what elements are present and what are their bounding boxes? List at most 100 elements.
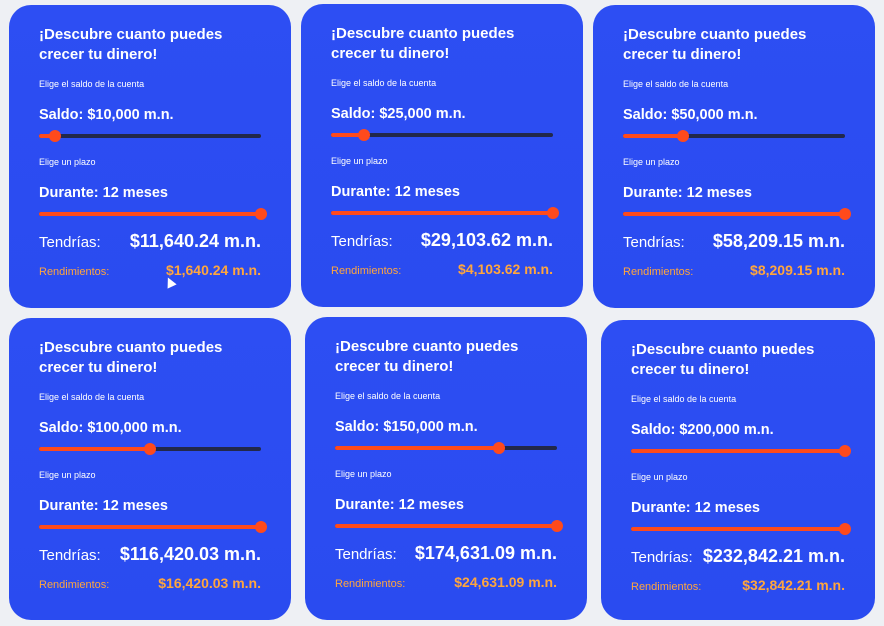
slider-fill <box>335 524 557 528</box>
term-slider[interactable] <box>39 520 267 534</box>
card-title: ¡Descubre cuanto puedes crecer tu dinero… <box>39 339 223 376</box>
balance-slider[interactable] <box>39 129 261 143</box>
card-title: ¡Descubre cuanto puedes crecer tu dinero… <box>39 26 223 63</box>
balance-slider[interactable] <box>39 442 261 456</box>
term-value: Durante: 12 meses <box>623 185 752 201</box>
yield-value: $4,103.62 m.n. <box>458 261 553 277</box>
yield-row: Rendimientos: $32,842.21 m.n. <box>631 577 845 593</box>
slider-thumb[interactable] <box>547 207 559 219</box>
result-value: $174,631.09 m.n. <box>414 543 557 563</box>
yield-row: Rendimientos: $1,640.24 m.n. <box>39 262 261 278</box>
calculator-card: ¡Descubre cuanto puedes crecer tu dinero… <box>301 4 583 307</box>
slider-thumb[interactable] <box>551 520 563 532</box>
slider-thumb[interactable] <box>358 129 371 141</box>
term-slider[interactable] <box>335 519 563 533</box>
result-label: Tendrías: <box>39 547 101 564</box>
balance-hint: Elige el saldo de la cuenta <box>631 394 737 404</box>
calculator-card: ¡Descubre cuanto puedes crecer tu dinero… <box>593 5 875 308</box>
slider-thumb[interactable] <box>255 521 267 533</box>
slider-fill <box>631 449 845 453</box>
slider-thumb[interactable] <box>839 445 851 457</box>
slider-track <box>331 133 553 137</box>
result-value: $29,103.62 m.n. <box>420 230 553 250</box>
balance-value: Saldo: $200,000 m.n. <box>631 422 774 438</box>
balance-slider[interactable] <box>631 444 851 458</box>
term-hint: Elige un plazo <box>335 469 392 479</box>
result-row: Tendrías: $116,420.03 m.n. <box>39 544 261 565</box>
balance-slider[interactable] <box>331 128 553 142</box>
slider-track <box>623 134 845 138</box>
yield-value: $8,209.15 m.n. <box>750 262 845 278</box>
slider-fill <box>39 212 261 216</box>
calculator-card: ¡Descubre cuanto puedes crecer tu dinero… <box>305 317 587 620</box>
term-value: Durante: 12 meses <box>39 185 168 201</box>
result-label: Tendrías: <box>623 234 685 251</box>
term-hint: Elige un plazo <box>39 157 96 167</box>
card-title: ¡Descubre cuanto puedes crecer tu dinero… <box>335 338 519 375</box>
slider-track <box>39 134 261 138</box>
yield-row: Rendimientos: $24,631.09 m.n. <box>335 574 557 590</box>
yield-label: Rendimientos: <box>331 265 402 277</box>
term-slider[interactable] <box>39 207 267 221</box>
balance-hint: Elige el saldo de la cuenta <box>39 392 145 402</box>
slider-fill <box>39 447 150 451</box>
result-row: Tendrías: $11,640.24 m.n. <box>39 231 261 252</box>
term-slider[interactable] <box>623 207 851 221</box>
slider-thumb[interactable] <box>839 523 851 535</box>
slider-thumb[interactable] <box>255 208 267 220</box>
result-value: $58,209.15 m.n. <box>712 231 845 251</box>
slider-thumb[interactable] <box>144 443 156 455</box>
yield-label: Rendimientos: <box>39 266 110 278</box>
yield-label: Rendimientos: <box>39 579 110 591</box>
slider-thumb[interactable] <box>676 130 689 142</box>
slider-fill <box>331 133 365 137</box>
yield-row: Rendimientos: $8,209.15 m.n. <box>623 262 845 278</box>
result-label: Tendrías: <box>331 233 393 250</box>
card-title: ¡Descubre cuanto puedes crecer tu dinero… <box>631 341 815 378</box>
slider-fill <box>631 527 845 531</box>
slider-thumb[interactable] <box>48 130 61 142</box>
balance-value: Saldo: $50,000 m.n. <box>623 107 758 123</box>
term-slider[interactable] <box>631 522 851 536</box>
slider-fill <box>623 134 683 138</box>
yield-label: Rendimientos: <box>623 266 694 278</box>
slider-thumb[interactable] <box>493 442 506 454</box>
card-title: ¡Descubre cuanto puedes crecer tu dinero… <box>331 25 515 62</box>
slider-fill <box>623 212 845 216</box>
term-value: Durante: 12 meses <box>631 500 760 516</box>
yield-value: $16,420.03 m.n. <box>158 575 261 591</box>
term-slider[interactable] <box>331 206 559 220</box>
balance-value: Saldo: $10,000 m.n. <box>39 107 174 123</box>
result-value: $11,640.24 m.n. <box>129 231 261 251</box>
term-hint: Elige un plazo <box>623 157 680 167</box>
balance-value: Saldo: $150,000 m.n. <box>335 419 478 435</box>
term-value: Durante: 12 meses <box>39 498 168 514</box>
result-row: Tendrías: $29,103.62 m.n. <box>331 230 553 251</box>
balance-hint: Elige el saldo de la cuenta <box>39 79 145 89</box>
yield-label: Rendimientos: <box>631 581 702 593</box>
yield-value: $1,640.24 m.n. <box>166 262 261 278</box>
term-value: Durante: 12 meses <box>335 497 464 513</box>
balance-slider[interactable] <box>623 129 845 143</box>
result-label: Tendrías: <box>631 549 693 566</box>
term-value: Durante: 12 meses <box>331 184 460 200</box>
balance-hint: Elige el saldo de la cuenta <box>623 79 729 89</box>
slider-thumb[interactable] <box>839 208 851 220</box>
card-title: ¡Descubre cuanto puedes crecer tu dinero… <box>623 26 807 63</box>
term-hint: Elige un plazo <box>631 472 688 482</box>
yield-value: $32,842.21 m.n. <box>742 577 845 593</box>
result-label: Tendrías: <box>335 546 397 563</box>
balance-hint: Elige el saldo de la cuenta <box>335 391 441 401</box>
balance-value: Saldo: $25,000 m.n. <box>331 106 466 122</box>
result-row: Tendrías: $232,842.21 m.n. <box>631 546 845 567</box>
yield-row: Rendimientos: $16,420.03 m.n. <box>39 575 261 591</box>
slider-fill <box>331 211 553 215</box>
balance-hint: Elige el saldo de la cuenta <box>331 78 437 88</box>
result-value: $116,420.03 m.n. <box>119 544 261 564</box>
yield-value: $24,631.09 m.n. <box>454 574 557 590</box>
calculator-card: ¡Descubre cuanto puedes crecer tu dinero… <box>9 318 291 620</box>
calculator-card: ¡Descubre cuanto puedes crecer tu dinero… <box>9 5 291 308</box>
result-row: Tendrías: $58,209.15 m.n. <box>623 231 845 252</box>
slider-fill <box>39 525 261 529</box>
balance-slider[interactable] <box>335 441 557 455</box>
